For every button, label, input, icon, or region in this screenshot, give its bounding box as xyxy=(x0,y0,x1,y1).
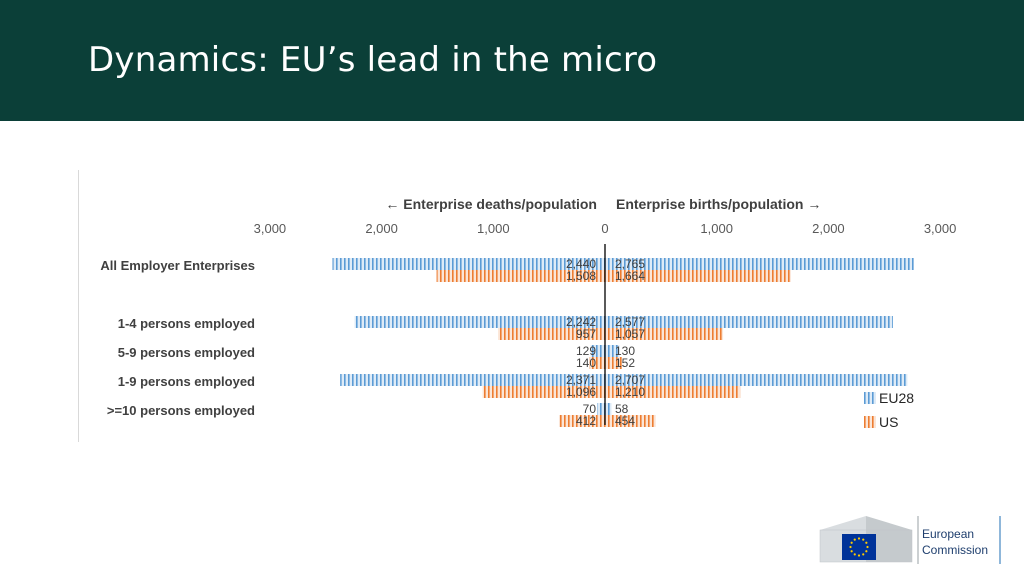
european-commission-logo: European Commission xyxy=(819,516,1001,564)
flag-star xyxy=(866,545,869,549)
eu28-deaths-value-label: 2,242 xyxy=(566,315,596,329)
us-deaths-bar xyxy=(589,357,605,369)
eu28-deaths-bar xyxy=(340,374,605,386)
eu28-births-bar xyxy=(605,403,612,415)
legend: EU28 US xyxy=(864,390,914,430)
us-legend-swatch xyxy=(864,416,876,428)
logo-text-european: European xyxy=(922,527,974,541)
flag-star xyxy=(853,553,856,556)
flag-star xyxy=(857,554,861,557)
us-deaths-bar xyxy=(482,386,605,398)
us-deaths-value-label: 1,508 xyxy=(566,269,596,283)
eu28-births-value-label: 2,765 xyxy=(615,257,645,271)
eu28-legend-label: EU28 xyxy=(879,390,914,406)
us-births-value-label: 454 xyxy=(615,414,635,428)
flag-star xyxy=(857,537,861,540)
eu28-deaths-bar xyxy=(332,258,605,270)
category-label: 1-4 persons employed xyxy=(118,316,255,331)
flag-star xyxy=(862,538,865,541)
us-births-value-label: 1,664 xyxy=(615,269,645,283)
us-deaths-bar xyxy=(436,270,605,282)
logo-text-commission: Commission xyxy=(922,543,988,557)
flag-star xyxy=(853,538,856,541)
deaths-direction-label: ← Enterprise deaths/population xyxy=(385,196,597,212)
us-births-bar xyxy=(605,357,622,369)
flag-star xyxy=(850,550,853,553)
us-deaths-bar xyxy=(558,415,605,427)
flag-star xyxy=(862,553,865,556)
us-births-bar xyxy=(605,270,791,282)
title-bar: Dynamics: EU’s lead in the micro xyxy=(0,0,1024,121)
us-births-value-label: 1,057 xyxy=(615,327,645,341)
eu28-deaths-value-label: 2,371 xyxy=(566,373,596,387)
eu28-legend-swatch xyxy=(864,392,876,404)
x-tick-label: 0 xyxy=(601,221,608,236)
flag-star xyxy=(849,545,852,549)
eu28-births-bar xyxy=(605,374,908,386)
us-deaths-value-label: 412 xyxy=(576,414,596,428)
eu28-births-value-label: 58 xyxy=(615,402,629,416)
x-tick-label: 1,000 xyxy=(700,221,733,236)
category-label: All Employer Enterprises xyxy=(100,258,255,273)
us-births-value-label: 1,210 xyxy=(615,385,645,399)
flag-star xyxy=(865,541,868,544)
eu28-deaths-bar xyxy=(597,403,605,415)
eu28-births-bar xyxy=(605,258,914,270)
us-births-bar xyxy=(605,386,741,398)
eu28-deaths-value-label: 129 xyxy=(576,344,596,358)
us-deaths-value-label: 1,096 xyxy=(566,385,596,399)
category-label: 1-9 persons employed xyxy=(118,374,255,389)
x-tick-label: 2,000 xyxy=(365,221,398,236)
us-deaths-bar xyxy=(498,328,605,340)
slide-title: Dynamics: EU’s lead in the micro xyxy=(88,40,658,80)
category-label: >=10 persons employed xyxy=(107,403,255,418)
x-tick-label: 1,000 xyxy=(477,221,510,236)
eu28-deaths-value-label: 2,440 xyxy=(566,257,596,271)
enterprise-dynamics-chart: 3,000 2,000 1,000 0 1,000 2,000 3,000 2,440 2,7… xyxy=(100,196,957,430)
flag-star xyxy=(850,541,853,544)
eu28-deaths-bar xyxy=(354,316,605,328)
eu28-births-bar xyxy=(605,345,620,357)
eu28-births-bar xyxy=(605,316,893,328)
births-direction-label: Enterprise births/population → xyxy=(616,196,821,212)
eu28-births-value-label: 2,707 xyxy=(615,373,645,387)
flag-star xyxy=(865,550,868,553)
us-deaths-value-label: 957 xyxy=(576,327,596,341)
us-births-value-label: 152 xyxy=(615,356,635,370)
us-births-bar xyxy=(605,415,656,427)
eu28-births-value-label: 130 xyxy=(615,344,635,358)
us-legend-label: US xyxy=(879,414,898,430)
eu28-deaths-value-label: 70 xyxy=(583,402,597,416)
x-tick-label: 3,000 xyxy=(254,221,287,236)
us-births-bar xyxy=(605,328,724,340)
divider-line xyxy=(78,170,79,442)
eu28-births-value-label: 2,577 xyxy=(615,315,645,329)
category-label: 5-9 persons employed xyxy=(118,345,255,360)
x-tick-label: 2,000 xyxy=(812,221,845,236)
us-deaths-value-label: 140 xyxy=(576,356,596,370)
x-tick-label: 3,000 xyxy=(924,221,957,236)
eu28-deaths-bar xyxy=(590,345,605,357)
